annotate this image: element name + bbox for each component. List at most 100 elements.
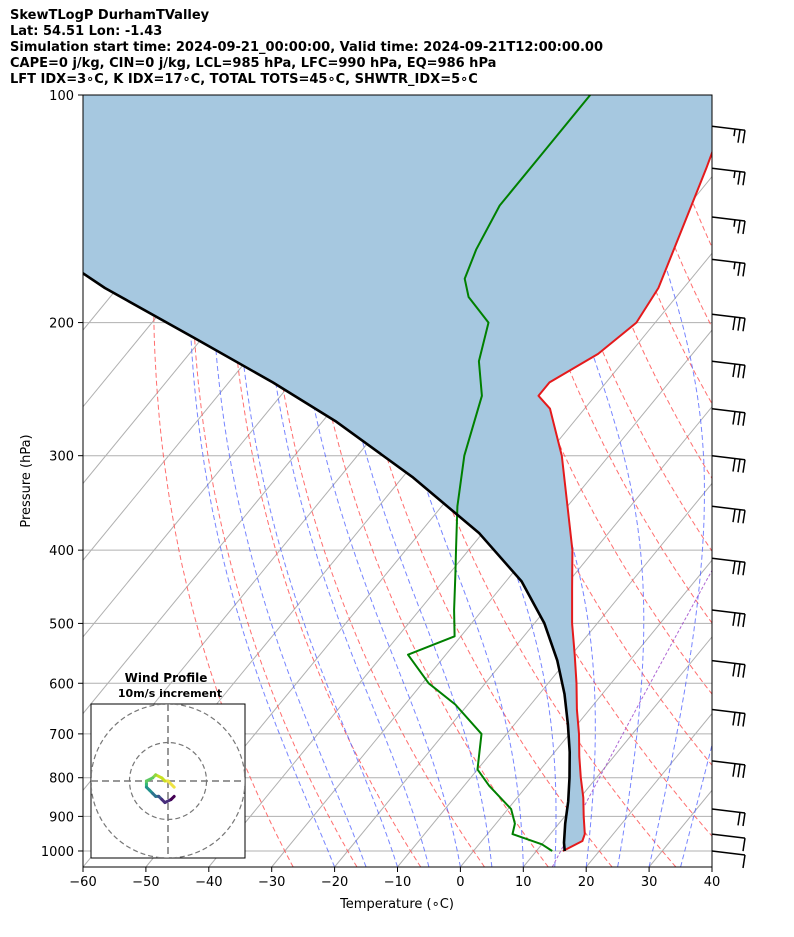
x-tick-label: 0 [456, 875, 464, 890]
x-tick-label: −60 [69, 875, 96, 890]
moist-adiabat-line [354, 95, 524, 867]
wind-barb-flag [737, 262, 741, 276]
wind-barb [711, 708, 746, 727]
isotherm-line [585, 712, 712, 867]
wind-barb-shaft [711, 167, 746, 174]
moist-adiabat-line [210, 95, 367, 867]
dewpoint-line [407, 95, 591, 852]
wind-barb-flag [737, 317, 741, 331]
wind-barb-shaft [711, 557, 746, 563]
wind-barb-flag [742, 318, 746, 332]
wind-barb-flag [737, 561, 741, 575]
cape-area [83, 95, 712, 851]
x-tick-label: −40 [195, 875, 222, 890]
wind-barb-flag [732, 458, 736, 472]
wind-barb [711, 167, 746, 186]
wind-barb-shaft [711, 313, 746, 320]
x-tick-label: 10 [515, 875, 532, 890]
wind-barb [711, 125, 746, 144]
wind-barb [711, 216, 746, 235]
wind-barb [711, 609, 746, 628]
wind-barb-flag [732, 508, 736, 523]
y-tick-label: 800 [49, 772, 74, 787]
wind-barb [711, 833, 746, 852]
chart-title: SkewTLogP DurhamTValley [10, 8, 210, 23]
dry-adiabat-line [361, 95, 677, 867]
wind-barb-flag [732, 316, 736, 331]
wind-barb-shaft [711, 808, 746, 814]
wind-barb-flag [732, 612, 736, 626]
dry-adiabat-line [227, 95, 422, 867]
wind-barb-shaft [711, 833, 746, 839]
wind-barb-flag [742, 263, 746, 277]
wind-barb [711, 557, 746, 576]
x-tick-label: −10 [384, 875, 411, 890]
dry-adiabat-line [524, 95, 712, 553]
y-axis-label: Pressure (hPa) [19, 434, 34, 527]
cape-shading [83, 95, 712, 851]
wind-barb-flag [742, 562, 746, 576]
moist-adiabat-line [680, 743, 712, 867]
x-tick-label: −50 [132, 875, 159, 890]
axes: −60 −50 −40 −30 −20 −10 0 10 20 30 40 100 200 300 400 5… [41, 89, 720, 890]
x-tick-label: 30 [641, 875, 658, 890]
wind-barb-shaft [711, 216, 746, 222]
hodograph: Wind Profile 10m/s increment [90, 671, 246, 859]
y-tick-label: 500 [49, 617, 74, 632]
cape-line: CAPE=0 j/kg, CIN=0 j/kg, LCL=985 hPa, LF… [10, 56, 497, 71]
wind-barb-flag [737, 171, 741, 185]
wind-barb-flag [732, 411, 736, 425]
moist-adiabat-line [523, 95, 645, 867]
isotherm-line [522, 636, 712, 867]
wind-barb-flag [742, 838, 746, 852]
wind-barb-flag [742, 713, 746, 727]
wind-barb-shaft [711, 760, 746, 766]
x-tick-label: 20 [578, 875, 595, 890]
hodograph-title: Wind Profile [125, 671, 208, 685]
isotherm-line [334, 405, 712, 867]
x-tick-label: −20 [321, 875, 348, 890]
wind-barb-flag [737, 129, 741, 143]
wind-barb-shaft [711, 407, 746, 414]
wind-barb [711, 258, 746, 277]
mixing-ratio-line [551, 569, 712, 867]
y-tick-label: 400 [49, 544, 74, 559]
wind-barb [711, 505, 746, 524]
wind-barb-flag [737, 509, 741, 523]
dry-adiabat-line [720, 95, 794, 867]
wind-barb [711, 313, 746, 332]
moist-adiabat-line [259, 95, 430, 867]
moist-adiabat-line [615, 95, 706, 867]
wind-barb-flag [742, 812, 746, 827]
x-axis-label: Temperature (∘C) [339, 897, 454, 912]
isotherm-line [83, 95, 88, 101]
wind-barb-flag [732, 560, 736, 575]
moist-adiabat-line [234, 95, 398, 867]
wind-barb-shaft [711, 454, 746, 461]
isotherm-line [397, 482, 712, 867]
wind-barb-flag [742, 172, 746, 186]
dry-adiabat-line [786, 95, 794, 867]
dry-adiabat-line [153, 95, 294, 867]
wind-barb-shaft [711, 360, 746, 366]
wind-barb-flag [737, 613, 741, 627]
wind-barb-flag [737, 663, 741, 678]
temperature-line [537, 149, 712, 852]
wind-barb [711, 360, 746, 379]
wind-barb-flag [737, 764, 741, 778]
wind-barb-flag [742, 664, 746, 678]
wind-barb [711, 659, 746, 678]
wind-barb-flag [742, 130, 746, 144]
wind-barb-flag [742, 510, 746, 524]
moist-adiabat-line [188, 95, 336, 867]
wind-barb-half-flag [733, 262, 736, 270]
wind-barb-flag [737, 458, 741, 473]
dry-adiabat-line [191, 95, 358, 867]
wind-barb [711, 850, 746, 869]
isotherm-line [271, 329, 712, 867]
x-tick-label: 40 [704, 875, 721, 890]
wind-barb-flag [737, 364, 741, 378]
indices-line: LFT IDX=3∘C, K IDX=17∘C, TOTAL TOTS=45∘C… [10, 72, 478, 87]
wind-barb-flag [732, 763, 736, 777]
